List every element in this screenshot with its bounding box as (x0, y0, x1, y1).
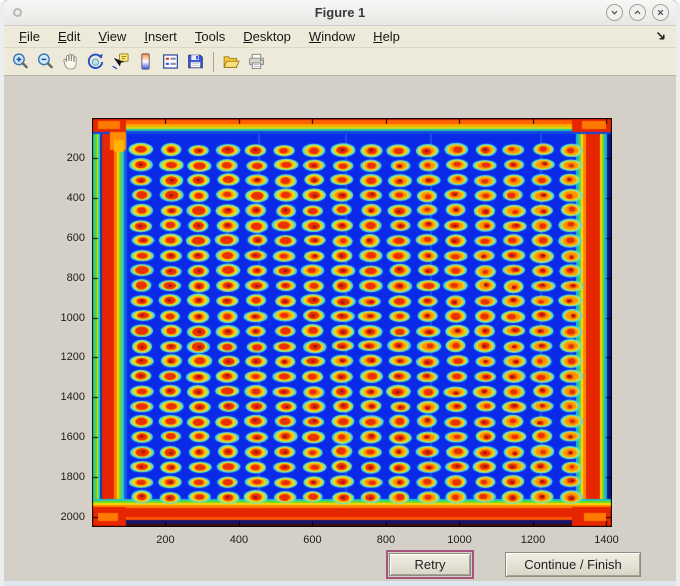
rotate-3d-button[interactable] (83, 50, 108, 74)
menu-bar: File Edit View Insert Tools Desktop Window Help (4, 26, 676, 48)
x-tick-label: 200 (156, 534, 175, 546)
zoom-out-icon (36, 52, 55, 71)
zoom-out-button[interactable] (33, 50, 58, 74)
figure-canvas-area: 200 400 600 800 1000 1200 1400 200 400 600 800 1000… (4, 76, 676, 581)
menu-item-window[interactable]: Window (308, 29, 356, 44)
y-tick-label: 1200 (60, 351, 85, 364)
y-tick-label: 1600 (60, 431, 85, 444)
retry-button[interactable]: Retry (389, 553, 471, 576)
menu-item-desktop[interactable]: Desktop (243, 29, 291, 44)
y-tick-label: 200 (66, 151, 85, 164)
plot-axes: 200 400 600 800 1000 1200 1400 200 400 600 800 1000… (61, 118, 619, 546)
window-controls (606, 4, 669, 21)
dock-arrow-icon[interactable] (655, 30, 667, 42)
x-tick-label: 1200 (520, 534, 546, 546)
heatmap-image[interactable] (92, 118, 612, 527)
y-tick-label: 2000 (60, 511, 85, 524)
menu-items: File Edit View Insert Tools Desktop Window Help (10, 27, 409, 46)
x-tick-label: 1000 (447, 534, 472, 546)
window-title: Figure 1 (314, 5, 366, 20)
y-tick-label: 400 (66, 191, 85, 204)
continue-finish-button[interactable]: Continue / Finish (505, 552, 641, 577)
menu-item-view[interactable]: View (98, 29, 127, 44)
zoom-in-button[interactable] (8, 50, 33, 74)
y-tick-label: 1800 (60, 471, 85, 484)
save-figure-button[interactable] (183, 50, 208, 74)
x-tick-label: 1400 (594, 534, 619, 546)
menu-item-help[interactable]: Help (373, 29, 400, 44)
colorbar-icon (136, 52, 155, 71)
y-tick-label: 600 (66, 231, 85, 244)
y-tick-label: 1400 (60, 391, 85, 404)
insert-legend-icon (161, 52, 180, 71)
shade-window-button[interactable] (606, 4, 623, 21)
chevron-down-icon (609, 7, 620, 18)
data-cursor-button[interactable] (108, 50, 133, 74)
x-tick-label: 600 (303, 534, 322, 546)
retry-focus-frame: Retry (386, 550, 474, 579)
data-cursor-icon (111, 52, 130, 71)
x-tick-label: 800 (376, 534, 396, 546)
close-window-button[interactable] (652, 4, 669, 21)
pan-button[interactable] (58, 50, 83, 74)
y-tick-label: 800 (66, 271, 85, 284)
chevron-up-icon (632, 7, 643, 18)
menu-item-tools[interactable]: Tools (194, 29, 226, 44)
toolbar (4, 48, 676, 76)
print-figure-icon (247, 52, 266, 71)
insert-legend-button[interactable] (158, 50, 183, 74)
menu-item-insert[interactable]: Insert (144, 29, 177, 44)
save-figure-icon (186, 52, 205, 71)
toolbar-separator (213, 51, 214, 72)
window-bottom-border (4, 581, 676, 586)
window-menu-icon[interactable] (13, 8, 22, 17)
zoom-in-icon (11, 52, 30, 71)
maximize-window-button[interactable] (629, 4, 646, 21)
rotate-3d-icon (86, 52, 105, 71)
menu-item-file[interactable]: File (19, 29, 40, 44)
pan-icon (61, 52, 80, 71)
x-icon (655, 7, 666, 18)
colorbar-button[interactable] (133, 50, 158, 74)
open-file-icon (222, 52, 241, 71)
y-tick-label: 1000 (60, 311, 85, 324)
title-bar: Figure 1 (4, 0, 676, 26)
x-tick-label: 400 (229, 534, 249, 546)
menu-item-edit[interactable]: Edit (57, 29, 81, 44)
open-file-button[interactable] (219, 50, 244, 74)
print-figure-button[interactable] (244, 50, 269, 74)
